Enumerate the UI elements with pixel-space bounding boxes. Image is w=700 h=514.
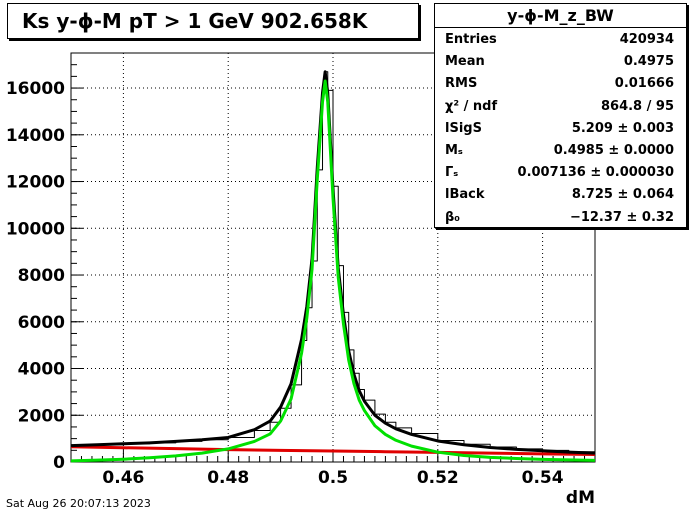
stats-value: 8.725 ± 0.064 [571, 187, 674, 203]
stats-box: y-ϕ-M_z_BW Entries 420934 Mean 0.4975 RMS 0.0… [434, 3, 687, 228]
y-tick-label: 8000 [18, 266, 65, 286]
stats-title: y-ϕ-M_z_BW [435, 4, 686, 28]
stats-value: 0.01666 [614, 76, 674, 92]
stats-row: Entries 420934 [435, 28, 686, 50]
y-tick-label: 4000 [18, 360, 65, 380]
background-line [70, 445, 596, 457]
y-tick-label: 16000 [6, 79, 65, 99]
x-tick-label: 0.5 [318, 468, 348, 488]
stats-row: Mean 0.4975 [435, 50, 686, 72]
stats-rows: Entries 420934 Mean 0.4975 RMS 0.01666 χ² / nd… [435, 28, 686, 228]
x-axis-title: dM [566, 488, 595, 508]
x-tick-label: 0.46 [102, 468, 144, 488]
stats-row: lBack 8.725 ± 0.064 [435, 183, 686, 205]
stats-value: 5.209 ± 0.003 [571, 120, 674, 136]
stats-key: Mean [445, 54, 485, 70]
stats-value: −12.37 ± 0.32 [569, 209, 674, 225]
stats-key: lSigS [445, 120, 482, 136]
y-tick-label: 14000 [6, 126, 65, 146]
stats-key: lBack [445, 187, 485, 203]
stats-row: Γₛ 0.007136 ± 0.000030 [435, 161, 686, 183]
y-tick-label: 6000 [18, 313, 65, 333]
y-axis: 0 2000 4000 6000 8000 10000 12000 14000 16000 [6, 52, 83, 473]
y-tick-label: 10000 [6, 219, 65, 239]
timestamp: Sat Aug 26 20:07:13 2023 [6, 497, 151, 510]
chart-title: Ks y-ϕ-M pT > 1 GeV 902.658K [7, 3, 419, 39]
series-group [70, 70, 596, 463]
x-tick-label: 0.48 [207, 468, 249, 488]
stats-value: 0.4985 ± 0.0000 [553, 142, 674, 158]
x-tick-label: 0.54 [522, 468, 564, 488]
stats-key: RMS [445, 76, 478, 92]
stats-value: 0.4975 [623, 54, 674, 70]
stats-row: χ² / ndf 864.8 / 95 [435, 95, 686, 117]
stats-row: Mₛ 0.4985 ± 0.0000 [435, 139, 686, 161]
stats-value: 0.007136 ± 0.000030 [517, 165, 674, 181]
y-tick-label: 12000 [6, 173, 65, 193]
stats-key: Entries [445, 32, 497, 47]
stats-row: lSigS 5.209 ± 0.003 [435, 117, 686, 139]
x-tick-label: 0.52 [417, 468, 459, 488]
stats-key: Γₛ [445, 165, 459, 181]
stats-row: RMS 0.01666 [435, 72, 686, 94]
stats-value: 864.8 / 95 [600, 98, 674, 114]
y-tick-label: 2000 [18, 406, 65, 426]
stats-row: β₀ −12.37 ± 0.32 [435, 206, 686, 228]
stats-value: 420934 [619, 32, 674, 47]
stats-key: Mₛ [445, 142, 463, 158]
y-tick-label: 0 [53, 453, 65, 473]
stats-key: χ² / ndf [445, 98, 498, 114]
x-axis: 0.46 0.48 0.5 0.52 0.54 [70, 450, 596, 488]
stats-key: β₀ [445, 209, 460, 225]
signal-line [70, 79, 596, 463]
